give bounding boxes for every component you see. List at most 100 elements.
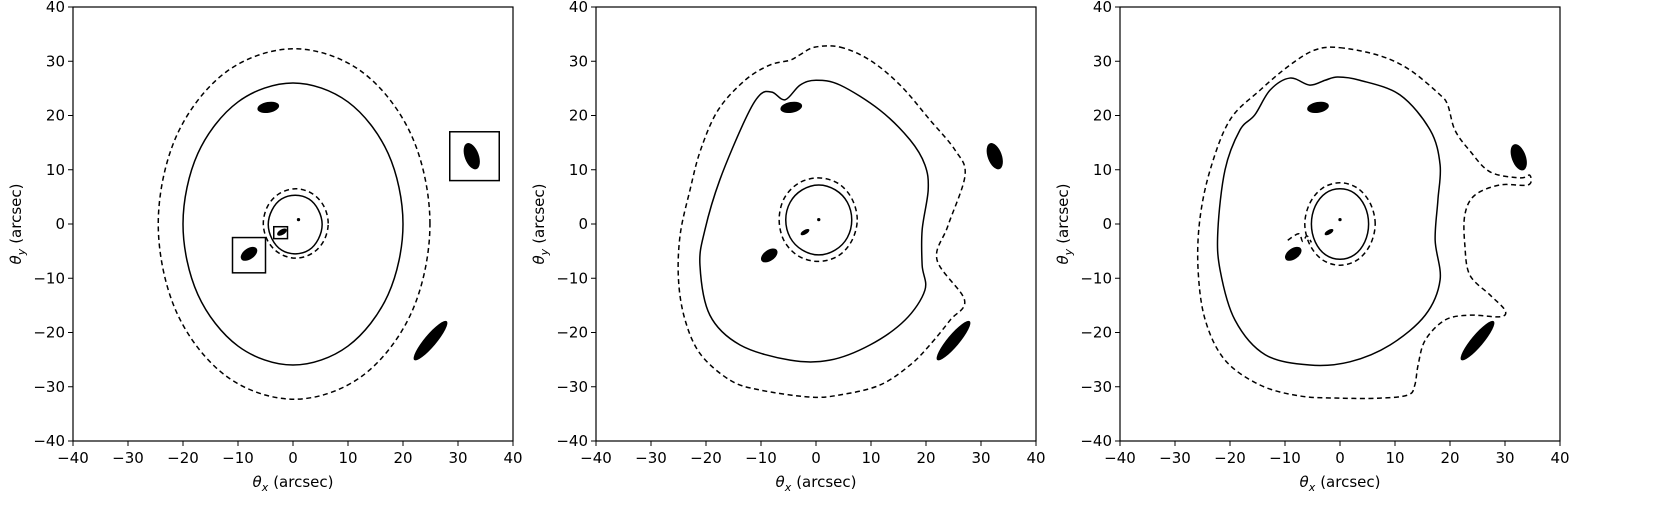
y-tick-label: 10 <box>46 161 65 179</box>
lensed-image <box>1284 246 1302 261</box>
x-tick-label: −30 <box>112 449 144 467</box>
y-tick-label: −30 <box>556 378 588 396</box>
axis-subscript: x <box>784 481 792 494</box>
y-tick-label: 40 <box>1093 0 1112 16</box>
y-tick-label: −40 <box>1080 432 1112 450</box>
y-tick-label: 40 <box>46 0 65 16</box>
ylabel: θy (arcsec) <box>7 184 28 265</box>
lensed-image <box>1338 218 1342 222</box>
lensed-image <box>463 143 480 170</box>
y-tick-label: 30 <box>569 52 588 70</box>
axis-subscript: y <box>15 248 28 256</box>
y-tick-label: −10 <box>1080 269 1112 287</box>
curve <box>182 82 404 366</box>
y-tick-label: 20 <box>569 107 588 125</box>
x-tick-label: 30 <box>448 449 467 467</box>
axis-symbol: θ <box>1054 255 1072 264</box>
curve <box>784 184 853 256</box>
lensed-image <box>1460 320 1495 361</box>
y-tick-label: −30 <box>1080 378 1112 396</box>
lensed-image <box>760 248 778 263</box>
axes-frame <box>1119 6 1561 442</box>
x-tick-label: −30 <box>635 449 667 467</box>
y-tick-label: 10 <box>569 161 588 179</box>
xlabel: θx (arcsec) <box>253 473 334 494</box>
y-tick-label: 0 <box>1102 215 1112 233</box>
x-tick-label: 10 <box>338 449 357 467</box>
xlabel: θx (arcsec) <box>776 473 857 494</box>
lensed-image <box>780 101 803 114</box>
x-tick-label: 20 <box>916 449 935 467</box>
x-tick-label: −40 <box>1104 449 1136 467</box>
curve <box>1287 233 1313 243</box>
axes-frame <box>72 6 514 442</box>
y-tick-label: −20 <box>1080 324 1112 342</box>
y-tick-label: 0 <box>578 215 588 233</box>
axis-unit: (arcsec) <box>796 473 856 491</box>
y-tick-label: −30 <box>33 378 65 396</box>
curve <box>262 187 329 259</box>
axis-subscript: x <box>1308 481 1316 494</box>
axis-subscript: y <box>1062 248 1075 256</box>
x-tick-label: −40 <box>580 449 612 467</box>
x-tick-label: −10 <box>222 449 254 467</box>
lensed-image <box>1307 101 1329 114</box>
y-tick-label: −10 <box>33 269 65 287</box>
y-tick-label: 40 <box>569 0 588 16</box>
axis-symbol: θ <box>530 255 548 264</box>
axis-symbol: θ <box>7 255 25 264</box>
x-tick-label: −10 <box>745 449 777 467</box>
y-tick-label: 20 <box>1093 107 1112 125</box>
xlabel: θx (arcsec) <box>1300 473 1381 494</box>
axis-unit: (arcsec) <box>530 184 548 244</box>
curve <box>778 177 859 263</box>
axis-unit: (arcsec) <box>1320 473 1380 491</box>
x-tick-label: 30 <box>1495 449 1514 467</box>
lensed-image <box>1324 229 1334 236</box>
x-tick-label: 40 <box>1026 449 1045 467</box>
x-tick-label: 0 <box>288 449 298 467</box>
x-tick-label: 30 <box>971 449 990 467</box>
lensed-image <box>277 228 287 236</box>
x-tick-label: 0 <box>811 449 821 467</box>
x-tick-label: 10 <box>1385 449 1404 467</box>
axis-unit: (arcsec) <box>7 184 25 244</box>
lensed-image <box>257 101 280 114</box>
y-tick-label: 30 <box>1093 52 1112 70</box>
y-tick-label: −20 <box>33 324 65 342</box>
plot-area <box>677 45 1003 399</box>
lensed-image <box>240 246 258 261</box>
axis-symbol: θ <box>776 473 785 491</box>
axis-unit: (arcsec) <box>1054 184 1072 244</box>
axis-subscript: y <box>538 248 551 256</box>
curve <box>1304 182 1376 266</box>
y-tick-label: −40 <box>33 432 65 450</box>
lensed-image <box>817 218 821 222</box>
panel: −40 −30 −20 −10 0 10 20 30 40 −40 −30 −20 −10 0 10 20 30… <box>7 0 523 494</box>
curve <box>1216 76 1442 367</box>
x-tick-label: 20 <box>1440 449 1459 467</box>
axes-frame <box>595 6 1037 442</box>
x-tick-label: −20 <box>1214 449 1246 467</box>
lensed-image <box>296 218 301 222</box>
highlight-box <box>273 225 289 240</box>
curve <box>1196 46 1533 400</box>
y-tick-label: 20 <box>46 107 65 125</box>
y-tick-label: −40 <box>556 432 588 450</box>
lensed-image <box>800 229 810 236</box>
axis-subscript: x <box>261 481 269 494</box>
y-tick-label: −10 <box>556 269 588 287</box>
curve <box>157 48 431 400</box>
x-tick-label: 40 <box>503 449 522 467</box>
lensed-image <box>413 320 448 361</box>
x-tick-label: −40 <box>57 449 89 467</box>
x-tick-label: 10 <box>861 449 880 467</box>
y-tick-label: −20 <box>556 324 588 342</box>
lensed-image <box>986 143 1003 170</box>
axis-symbol: θ <box>253 473 262 491</box>
curve <box>267 194 323 255</box>
panel: −40 −30 −20 −10 0 10 20 30 40 −40 −30 −20 −10 0 10 20 30… <box>530 0 1046 494</box>
ylabel: θy (arcsec) <box>1054 184 1075 265</box>
plot-area <box>1196 46 1533 400</box>
